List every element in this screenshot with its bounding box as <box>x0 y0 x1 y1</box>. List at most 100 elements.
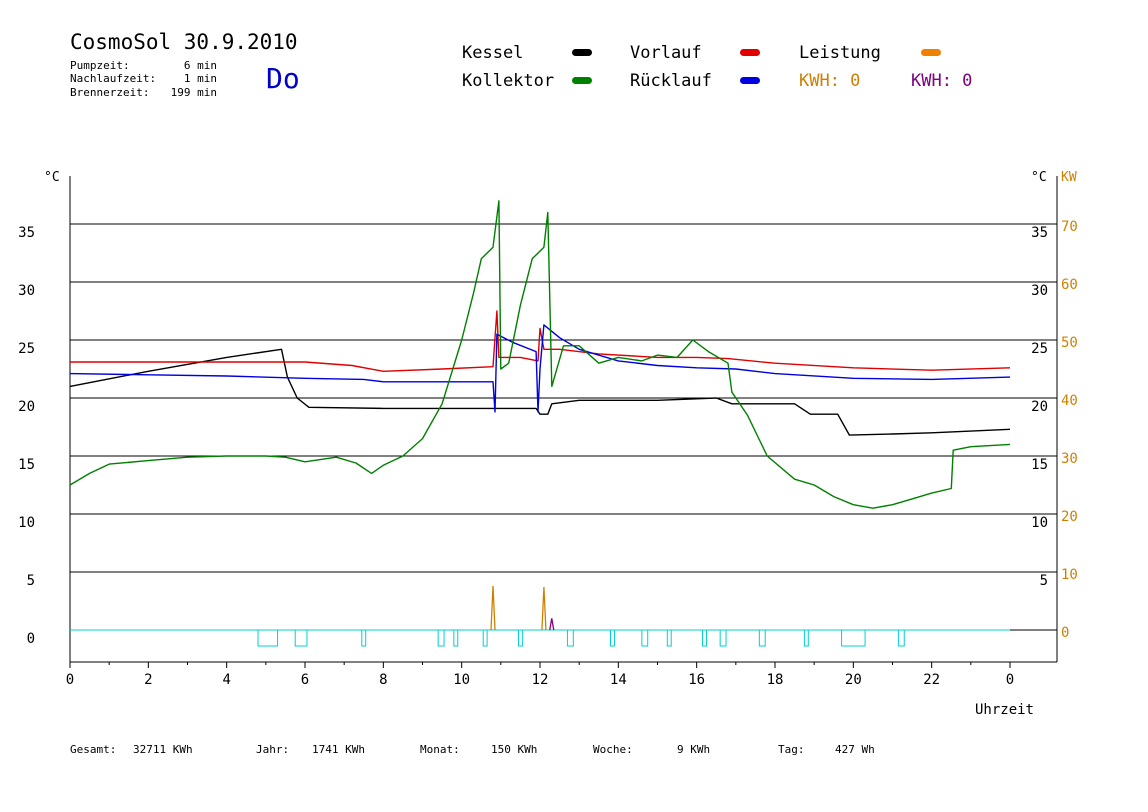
footer-label-monat: Monat: <box>420 743 460 756</box>
pump-pulse <box>641 629 649 647</box>
y-tick-label-left: 35 <box>18 225 35 241</box>
y-tick-label-right: 20 <box>1031 399 1048 415</box>
pump-pulse <box>610 629 615 647</box>
footer-value-jahr: 1741 KWh <box>312 743 365 756</box>
x-axis-label: Uhrzeit <box>975 702 1034 718</box>
y-axis-label-right: °C <box>1031 170 1047 185</box>
series-line-rücklauf <box>69 324 1011 413</box>
footer-value-tag: 427 Wh <box>835 743 875 756</box>
kw-spikes <box>490 585 555 631</box>
y-tick-label-left: 10 <box>18 515 35 531</box>
stat-value-pumpzeit: 6 min <box>183 59 217 72</box>
x-tick-label: 4 <box>222 672 230 688</box>
kw-axis-label: KW <box>1061 170 1077 185</box>
kwh-counter-1: KWH: 0 <box>799 71 861 91</box>
footer-value-gesamt: 32711 KWh <box>133 743 193 756</box>
x-tick-label: 0 <box>1006 672 1014 688</box>
x-tick-label: 18 <box>767 672 784 688</box>
kw-tick-label: 0 <box>1061 625 1069 641</box>
pump-pulse <box>361 629 367 647</box>
pump-pulse <box>453 629 459 647</box>
kw-spike <box>541 587 547 631</box>
kw-tick-label: 70 <box>1061 219 1078 235</box>
pump-pulse <box>566 629 574 647</box>
y-tick-label-right: 10 <box>1031 515 1048 531</box>
pump-pulse <box>702 629 707 647</box>
pump-pulse <box>841 629 866 647</box>
x-tick-label: 10 <box>453 672 470 688</box>
x-tick-label: 12 <box>532 672 549 688</box>
pump-pulse <box>803 629 809 647</box>
footer-label-jahr: Jahr: <box>256 743 290 756</box>
x-tick-label: 8 <box>379 672 387 688</box>
stat-label-pumpzeit: Pumpzeit: <box>70 59 130 72</box>
pump-pulse <box>758 629 766 647</box>
pump-pulse <box>257 629 279 647</box>
x-tick-label: 6 <box>301 672 309 688</box>
pump-pulse <box>517 629 523 647</box>
pump-pulse <box>294 629 308 647</box>
footer-label-woche: Woche: <box>593 743 633 756</box>
pump-pulse <box>719 629 727 647</box>
legend-swatch-kollektor <box>572 77 592 84</box>
chart-series <box>69 200 1011 509</box>
y-tick-label-right: 25 <box>1031 341 1048 357</box>
legend-swatch-leistung <box>921 49 941 56</box>
footer-label-gesamt: Gesamt: <box>70 743 117 756</box>
legend-label-kollektor: Kollektor <box>462 71 555 91</box>
kw-tick-label: 30 <box>1061 451 1078 467</box>
kwh-counter-2: KWH: 0 <box>911 71 973 91</box>
pump-activity <box>70 629 1010 647</box>
weekday-label: Do <box>266 62 300 95</box>
y-tick-label-left: 15 <box>18 457 35 473</box>
pump-pulse <box>437 629 445 647</box>
legend-swatch-kessel <box>572 49 592 56</box>
chart-axes <box>69 176 1058 668</box>
pump-pulse <box>666 629 672 647</box>
legend-swatch-ruecklauf <box>740 77 760 84</box>
x-tick-label: 2 <box>144 672 152 688</box>
x-tick-label: 22 <box>923 672 940 688</box>
kw-tick-label: 50 <box>1061 335 1078 351</box>
page-title: CosmoSol 30.9.2010 <box>70 30 298 54</box>
kw-spike <box>549 618 555 631</box>
x-tick-label: 14 <box>610 672 627 688</box>
kw-tick-label: 20 <box>1061 509 1078 525</box>
y-tick-label-right: 5 <box>1040 573 1048 589</box>
footer-value-woche: 9 KWh <box>677 743 711 756</box>
kw-tick-label: 40 <box>1061 393 1078 409</box>
legend-label-leistung: Leistung <box>799 43 881 63</box>
x-tick-label: 16 <box>688 672 705 688</box>
y-tick-label-right: 30 <box>1031 283 1048 299</box>
legend-label-vorlauf: Vorlauf <box>630 43 702 63</box>
series-line-vorlauf <box>70 310 1011 372</box>
pump-pulse <box>482 629 488 647</box>
x-tick-label: 0 <box>66 672 74 688</box>
chart-grid <box>70 223 1057 631</box>
axis-labels: 0 2 4 6 8 10 12 14 16 18 20 22 035302520151050353025… <box>18 170 1078 718</box>
y-tick-label-right: 15 <box>1031 457 1048 473</box>
legend-label-kessel: Kessel <box>462 43 524 63</box>
footer-label-tag: Tag: <box>778 743 805 756</box>
y-tick-label-left: 5 <box>27 573 35 589</box>
y-axis-label-left: °C <box>44 170 60 185</box>
pump-pulse <box>897 629 905 647</box>
stat-label-nachlaufzeit: Nachlaufzeit: <box>70 72 157 85</box>
y-tick-label-left: 20 <box>18 399 35 415</box>
kw-tick-label: 60 <box>1061 277 1078 293</box>
x-tick-label: 20 <box>845 672 862 688</box>
series-line-kollektor <box>69 200 1011 509</box>
stat-value-brennerzeit: 199 min <box>170 86 217 99</box>
y-tick-label-left: 25 <box>18 341 35 357</box>
y-tick-label-right: 35 <box>1031 225 1048 241</box>
legend-label-ruecklauf: Rücklauf <box>630 71 712 91</box>
kw-spike <box>490 585 496 631</box>
stat-label-brennerzeit: Brennerzeit: <box>70 86 150 99</box>
y-tick-label-left: 30 <box>18 283 35 299</box>
footer-value-monat: 150 KWh <box>491 743 538 756</box>
legend-swatch-vorlauf <box>740 49 760 56</box>
kw-tick-label: 10 <box>1061 567 1078 583</box>
y-tick-label-left: 0 <box>27 631 35 647</box>
stat-value-nachlaufzeit: 1 min <box>183 72 217 85</box>
